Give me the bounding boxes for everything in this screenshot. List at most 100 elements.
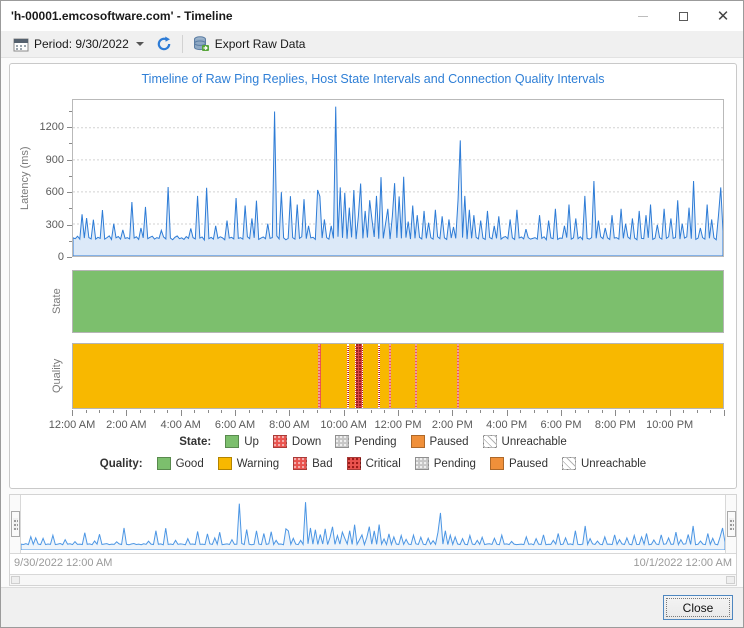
state-legend-title: State: [179, 435, 212, 448]
window-title: 'h-00001.emcosoftware.com' - Timeline [11, 9, 233, 23]
legend-item-label: Pending [354, 435, 397, 448]
y-minor-tick [69, 208, 72, 210]
y-minor-tick [69, 143, 72, 145]
x-tick-mark [207, 410, 209, 413]
y-tick-mark [67, 159, 72, 161]
legend-item-down: Down [272, 435, 322, 448]
x-tick-mark [99, 410, 101, 413]
x-tick-mark [724, 410, 725, 416]
latency-chart [72, 99, 724, 257]
x-tick-mark [615, 410, 617, 416]
legend-item-label: Paused [429, 435, 469, 448]
quality-stripe-critical [346, 344, 350, 408]
x-tick-label: 8:00 AM [269, 419, 310, 431]
y-tick-label: 600 [45, 186, 64, 199]
x-tick-mark [221, 410, 223, 413]
y-tick-mark [67, 257, 72, 258]
x-tick-mark [316, 410, 318, 413]
x-tick-mark [683, 410, 685, 413]
legend-item-pending: Pending [335, 435, 397, 448]
x-tick-mark [289, 410, 291, 416]
x-tick-label: 6:00 AM [214, 419, 256, 431]
legend-item-unreachable: Unreachable [482, 435, 567, 448]
x-tick-label: 12:00 PM [374, 419, 422, 431]
x-tick-mark [153, 410, 155, 413]
y-tick-label: 900 [45, 153, 64, 166]
quality-band [72, 343, 724, 409]
x-tick-mark [696, 410, 698, 413]
x-tick-mark [72, 410, 73, 416]
x-tick-mark [343, 410, 345, 416]
scrollbar-left-end[interactable] [11, 576, 20, 584]
period-label: Period: 9/30/2022 [34, 37, 129, 51]
toolbar-separator [181, 35, 183, 53]
x-tick-mark [561, 410, 562, 416]
x-tick-mark [669, 410, 671, 416]
legend-item-label: Down [291, 435, 322, 448]
maximize-button[interactable] [663, 2, 703, 30]
period-dropdown[interactable]: Period: 9/30/2022 [7, 33, 150, 55]
refresh-icon [157, 36, 171, 51]
range-start-label: 9/30/2022 12:00 AM [14, 557, 113, 569]
critical-swatch-icon [346, 457, 361, 470]
state-band [72, 270, 724, 333]
quality-stripe-bad [456, 344, 459, 408]
range-end-label: 10/1/2022 12:00 AM [633, 557, 732, 569]
scrollbar-right-end[interactable] [726, 576, 735, 584]
y-tick-label: 1200 [39, 121, 64, 134]
maximize-icon [678, 11, 688, 21]
paused-swatch-icon [489, 457, 504, 470]
range-handle-left[interactable] [11, 511, 20, 537]
unreachable-swatch-icon [561, 457, 576, 470]
x-tick-mark [398, 410, 399, 416]
export-database-icon [193, 36, 209, 51]
up-swatch-icon [225, 435, 240, 448]
x-tick-mark [180, 410, 182, 416]
overview-scrollbar[interactable] [10, 574, 736, 585]
y-tick-label: 300 [45, 218, 64, 231]
legend-item-up: Up [225, 435, 259, 448]
legend-item-label: Up [244, 435, 259, 448]
x-tick-mark [506, 410, 508, 416]
x-tick-label: 2:00 AM [106, 419, 147, 431]
y-tick-mark [67, 224, 72, 226]
x-tick-mark [520, 410, 522, 413]
pending-swatch-icon [414, 457, 429, 470]
warning-swatch-icon [217, 457, 232, 470]
legend-item-warning: Warning [217, 457, 279, 470]
x-tick-mark [194, 410, 196, 413]
toolbar: Period: 9/30/2022 Export Raw Data [1, 31, 743, 58]
overview-range-labels: 9/30/2022 12:00 AM 10/1/2022 12:00 AM [10, 553, 736, 572]
x-tick-mark [139, 410, 141, 413]
x-tick-mark [85, 410, 87, 413]
chevron-down-icon [135, 42, 144, 46]
y-minor-tick [69, 175, 72, 177]
x-tick-mark [370, 410, 372, 413]
close-button[interactable]: Close [663, 595, 733, 620]
x-tick-label: 4:00 AM [160, 419, 201, 431]
quality-legend-title: Quality: [99, 457, 143, 470]
quality-band-label: Quality [51, 358, 63, 394]
x-tick-label: 4:00 PM [486, 419, 528, 431]
x-axis-ticks [72, 410, 725, 417]
x-tick-mark [710, 410, 712, 413]
export-raw-data-button[interactable]: Export Raw Data [187, 33, 312, 55]
legend-item-critical: Critical [346, 457, 401, 470]
export-label: Export Raw Data [214, 37, 306, 51]
timeline-chart-panel: Timeline of Raw Ping Replies, Host State… [9, 63, 737, 489]
legend-item-label: Unreachable [580, 457, 647, 470]
x-tick-label: 12:00 AM [48, 419, 96, 431]
footer-bar: Close [1, 587, 743, 627]
quality-stripe-bad [414, 344, 418, 408]
x-tick-mark [628, 410, 630, 413]
range-handle-right[interactable] [727, 511, 736, 537]
x-tick-mark [357, 410, 359, 413]
x-tick-label: 8:00 PM [594, 419, 636, 431]
quality-legend: Quality: Good Warning Bad Critical Pending Pa… [10, 457, 736, 470]
y-tick-label: 0 [57, 251, 64, 263]
legend-item-good: Good [156, 457, 204, 470]
unreachable-swatch-icon [482, 435, 497, 448]
x-tick-mark [262, 410, 264, 413]
refresh-button[interactable] [150, 33, 178, 55]
close-window-button[interactable]: ✕ [703, 2, 743, 30]
